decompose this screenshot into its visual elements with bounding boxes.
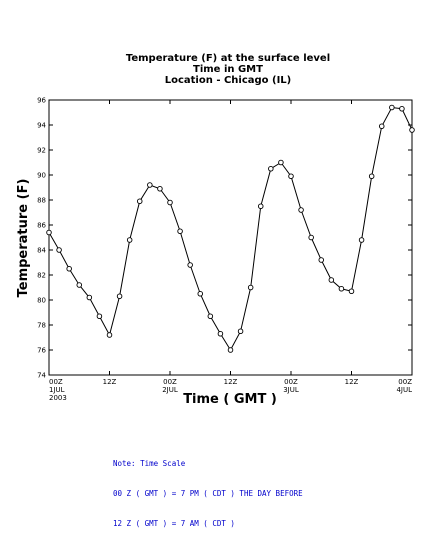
y-tick-label: 82 [37,272,46,280]
data-point [76,282,82,288]
data-point [187,262,193,268]
x-tick-date: 3JUL [283,386,299,394]
y-tick-label: 74 [37,372,46,380]
note-line-3: 12 Z ( GMT ) = 7 AM ( CDT ) [113,519,235,528]
data-point [348,288,355,295]
series-line [48,106,413,351]
x-tick-label: 00Z [163,378,177,386]
data-point [46,229,52,236]
data-point [157,185,163,192]
data-point [237,328,244,335]
data-point [126,237,133,243]
y-tick-label: 86 [37,222,46,230]
data-point [368,173,375,179]
temperature-series [46,104,415,353]
data-point [207,313,214,320]
x-tick-date: 4JUL [396,386,412,394]
x-tick-label: 00Z [49,378,63,386]
data-point [167,199,173,206]
data-point [258,203,264,209]
x-tick-date: 1JUL [49,386,65,394]
data-point [379,123,385,129]
data-point [217,331,224,337]
data-point [389,104,395,111]
data-point [268,165,274,172]
x-tick-label: 00Z [284,378,298,386]
note-line-2: 00 Z ( GMT ) = 7 PM ( CDT ) THE DAY BEFO… [113,489,303,498]
data-point [338,286,345,292]
x-tick-label: 12Z [345,378,359,386]
y-tick-label: 78 [37,322,46,330]
data-point [197,291,203,297]
y-axis-label: Temperature (F) [16,179,31,298]
y-axis: 74 76 78 80 82 84 86 88 90 92 94 96 [37,97,412,380]
y-tick-label: 76 [37,347,46,355]
x-axis-label: Time ( GMT ) [183,392,277,407]
chart-title-line-3: Location - Chicago (IL) [165,75,292,86]
data-point [177,228,183,234]
time-scale-note: Note: Time Scale 00 Z ( GMT ) = 7 PM ( C… [113,439,303,539]
data-point [147,182,153,188]
data-point [328,277,335,283]
data-point [227,347,234,353]
data-point [136,198,143,204]
x-tick-label: 00Z [398,378,412,386]
x-tick-label: 12Z [224,378,238,386]
data-point [298,207,304,213]
y-tick-label: 90 [37,172,46,180]
y-tick-label: 92 [37,147,46,155]
data-point [96,313,103,320]
chart-title-line-2: Time in GMT [193,64,263,75]
data-point [66,266,72,272]
y-tick-label: 80 [37,297,46,305]
plot-frame [48,99,413,376]
note-line-1: Note: Time Scale [113,459,186,468]
data-point [247,284,254,291]
x-tick-label: 12Z [103,378,117,386]
data-point [278,159,284,166]
chart-title-line-1: Temperature (F) at the surface level [126,53,330,64]
data-point [318,257,325,263]
data-point [56,247,62,253]
data-point [106,332,113,338]
data-point [288,173,294,179]
data-point [86,294,93,301]
data-point [358,237,365,243]
y-tick-label: 84 [37,247,46,255]
data-point [308,234,314,241]
y-tick-label: 88 [37,197,46,205]
data-point [409,127,415,133]
x-tick-date: 2JUL [162,386,178,394]
y-tick-label: 96 [37,97,46,105]
y-tick-label: 94 [37,122,46,130]
x-tick-year: 2003 [49,394,67,402]
data-point [116,293,123,300]
data-point [399,105,405,112]
